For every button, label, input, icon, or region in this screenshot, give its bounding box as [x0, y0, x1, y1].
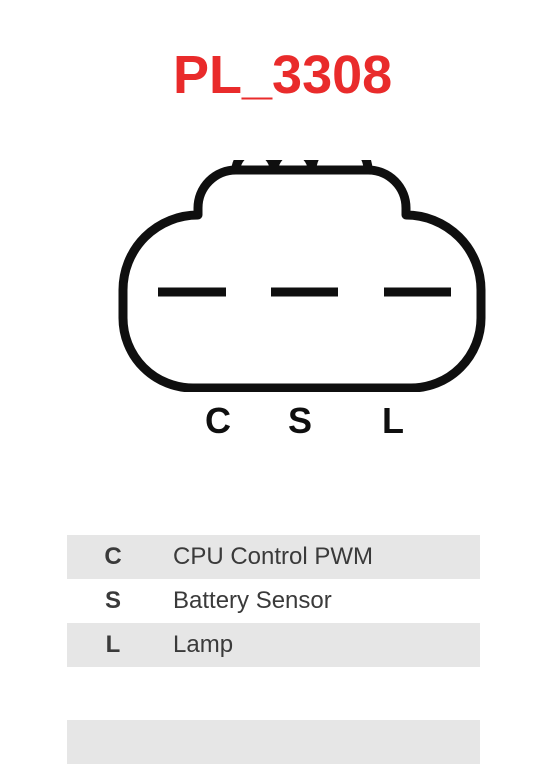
footer-row — [67, 720, 480, 764]
connector-diagram — [116, 160, 488, 392]
pin-label-c: C — [205, 400, 231, 442]
footer-empty-row — [67, 720, 480, 764]
pin-label-l: L — [382, 400, 404, 442]
legend-row-s: SBattery Sensor — [67, 579, 480, 623]
legend-key-l: L — [67, 623, 159, 667]
pin-label-s: S — [288, 400, 312, 442]
legend-row-c: CCPU Control PWM — [67, 535, 480, 579]
legend-key-s: S — [67, 579, 159, 623]
footer-cell-desc — [159, 720, 480, 764]
legend-row-l: LLamp — [67, 623, 480, 667]
legend-desc-l: Lamp — [159, 623, 480, 667]
page-title: PL_3308 — [173, 48, 392, 102]
connector-body — [123, 170, 481, 388]
legend-table: CCPU Control PWMSBattery SensorLLamp — [67, 535, 480, 667]
legend-desc-c: CPU Control PWM — [159, 535, 480, 579]
legend-key-c: C — [67, 535, 159, 579]
legend-desc-s: Battery Sensor — [159, 579, 480, 623]
footer-cell-key — [67, 720, 159, 764]
